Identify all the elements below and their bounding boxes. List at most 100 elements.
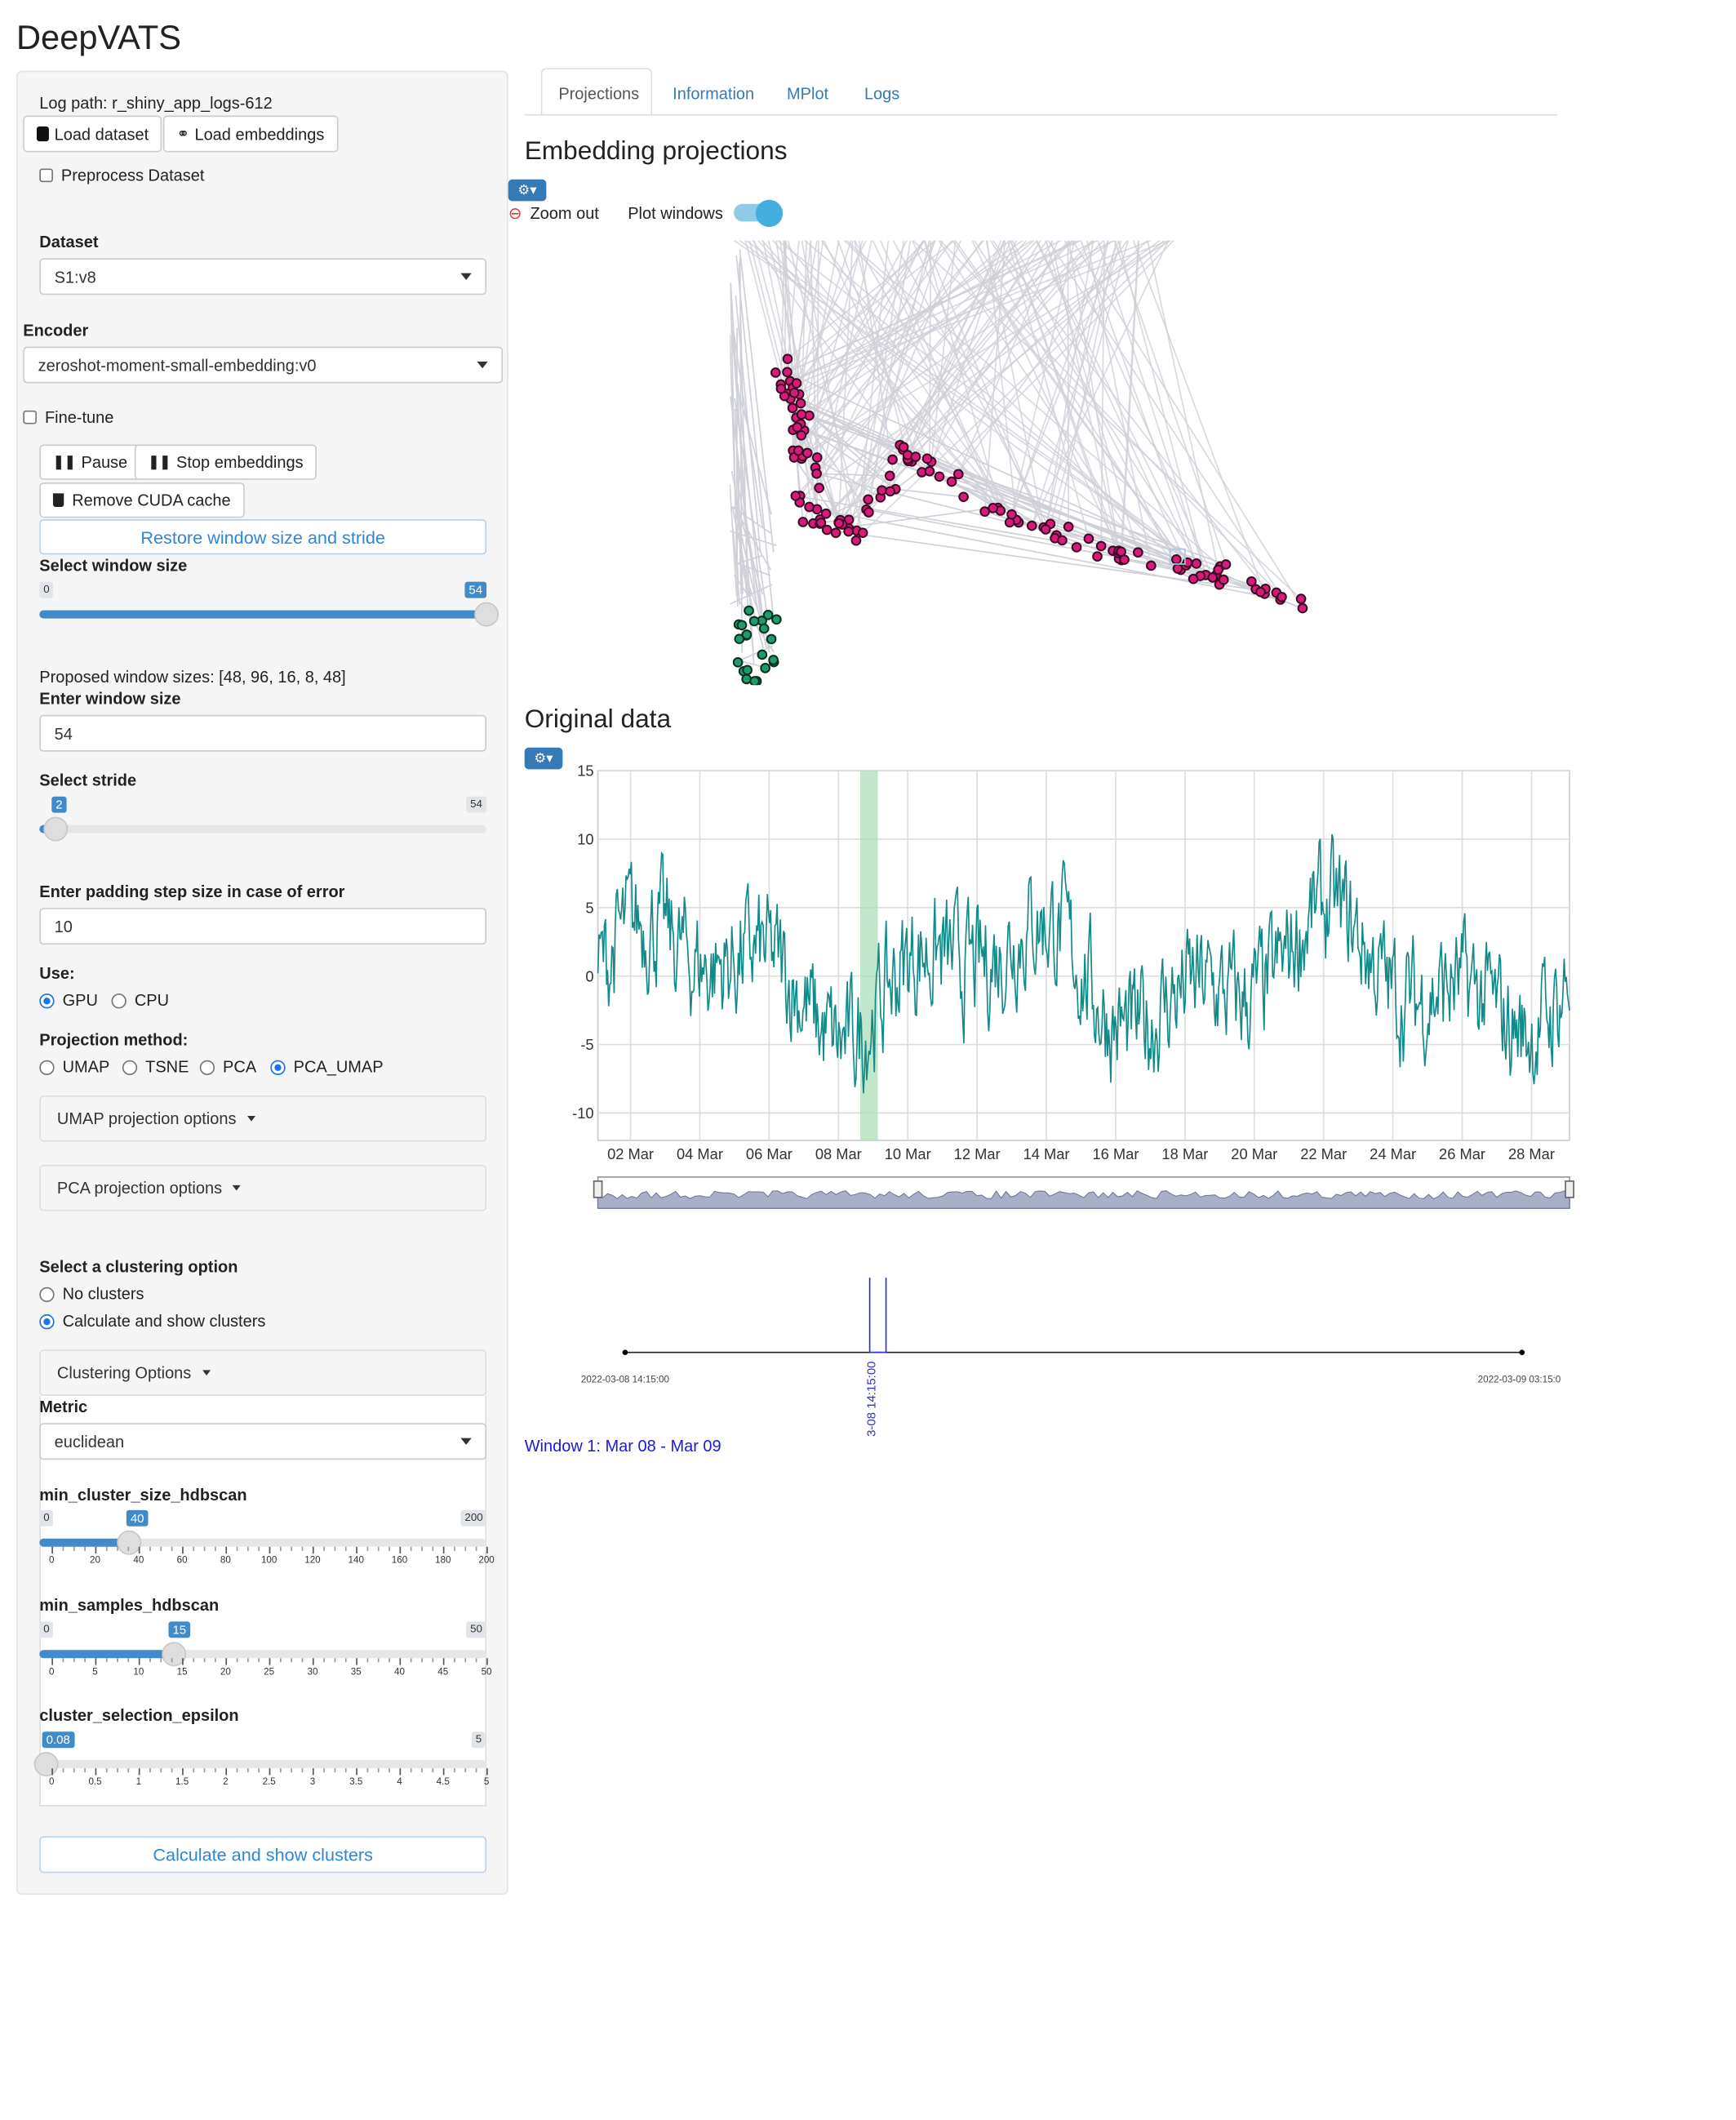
- projection-point: [771, 614, 782, 625]
- dataset-select[interactable]: S1:v8: [39, 258, 487, 296]
- tick-minor: [127, 1658, 130, 1663]
- calculate-clusters-radio[interactable]: Calculate and show clusters: [39, 1312, 265, 1331]
- encoder-select[interactable]: zeroshot-moment-small-embedding:v0: [23, 346, 504, 384]
- tick-label: 30: [307, 1667, 318, 1678]
- tick-minor: [291, 1658, 292, 1663]
- radio[interactable]: [39, 993, 55, 1008]
- projection-point: [749, 676, 760, 686]
- slider-min: 0: [39, 581, 54, 598]
- tab-information[interactable]: Information: [673, 84, 755, 104]
- tab-projections[interactable]: [540, 68, 653, 116]
- tick-mark: [356, 1546, 357, 1554]
- no-clusters-radio[interactable]: No clusters: [39, 1284, 144, 1304]
- y-tick-label: 10: [577, 831, 593, 848]
- radio[interactable]: [39, 1313, 55, 1329]
- x-tick-label: 24 Mar: [1370, 1145, 1416, 1162]
- slider-ticks: 0 5 10 15 20 25 30 35 40 45 50: [18, 1658, 510, 1685]
- slider-handle[interactable]: [161, 1642, 186, 1667]
- padding-input[interactable]: 10: [39, 908, 487, 945]
- tick-minor: [215, 1658, 216, 1663]
- projection-point: [820, 508, 832, 519]
- toggle-knob[interactable]: [755, 199, 784, 228]
- tick-minor: [215, 1768, 216, 1773]
- pause-button[interactable]: ❚❚ Pause: [39, 444, 141, 480]
- finetune-checkbox[interactable]: Fine-tune: [23, 408, 113, 427]
- projection-point: [1040, 524, 1051, 535]
- tick-minor: [334, 1658, 336, 1663]
- gear-icon[interactable]: ⚙▾: [508, 179, 547, 202]
- slider-handle[interactable]: [43, 816, 69, 842]
- plot-windows-toggle[interactable]: [734, 199, 784, 228]
- slider-min: 0: [39, 1509, 54, 1527]
- tick-label: 50: [481, 1667, 492, 1678]
- tick-mark: [486, 1768, 488, 1776]
- connection-line: [902, 240, 1006, 451]
- gear-icon[interactable]: ⚙▾: [524, 747, 563, 770]
- slider-handle[interactable]: [34, 1752, 60, 1777]
- tab-projections-label[interactable]: Projections: [558, 84, 640, 104]
- tick-minor: [475, 1768, 477, 1773]
- projection-pca-radio[interactable]: PCA: [199, 1057, 256, 1077]
- use-gpu-radio[interactable]: GPU: [39, 991, 98, 1010]
- projection-point: [804, 501, 815, 513]
- radio[interactable]: [39, 1286, 55, 1302]
- use-cpu-radio[interactable]: CPU: [111, 991, 169, 1010]
- projection-point: [742, 664, 753, 676]
- projection-point: [757, 649, 768, 660]
- connection-line: [786, 240, 956, 373]
- min-cluster-size-slider[interactable]: [39, 1538, 487, 1547]
- x-tick-label: 06 Mar: [746, 1145, 793, 1162]
- epsilon-slider[interactable]: [39, 1760, 487, 1769]
- connection-line: [730, 505, 773, 535]
- projection-point: [1057, 535, 1068, 546]
- projection-point: [863, 494, 874, 505]
- connection-line: [739, 240, 1182, 571]
- stop-embeddings-button[interactable]: ❚❚ Stop embeddings: [134, 444, 317, 480]
- load-embeddings-button[interactable]: ⚭ Load embeddings: [162, 115, 338, 153]
- connection-line: [986, 240, 1018, 520]
- app-title: DeepVATS: [16, 19, 182, 57]
- radio[interactable]: [270, 1059, 286, 1075]
- projection-umap-radio[interactable]: UMAP: [39, 1057, 109, 1077]
- timeline-start-label: 2022-03-08 14:15:00: [581, 1374, 670, 1384]
- radio[interactable]: [122, 1059, 138, 1075]
- umap-options-panel[interactable]: UMAP projection options: [39, 1095, 487, 1142]
- zoom-out-button[interactable]: ⊖ Zoom out: [508, 203, 599, 224]
- connection-line: [787, 371, 1256, 590]
- metric-select[interactable]: euclidean: [39, 1423, 487, 1460]
- tab-mplot[interactable]: MPlot: [787, 84, 829, 104]
- slider-handle[interactable]: [474, 602, 499, 627]
- projection-tsne-radio[interactable]: TSNE: [122, 1057, 189, 1077]
- log-path: Log path: r_shiny_app_logs-612: [39, 93, 273, 113]
- tick-minor: [73, 1658, 75, 1663]
- tick-mark: [182, 1768, 184, 1776]
- clustering-options-panel[interactable]: Clustering Options: [39, 1349, 487, 1396]
- x-tick-label: 18 Mar: [1161, 1145, 1208, 1162]
- projection-point: [770, 367, 781, 378]
- projection-point: [1220, 559, 1232, 570]
- connection-line: [803, 240, 908, 431]
- checkbox[interactable]: [23, 410, 37, 424]
- window-size-input[interactable]: 54: [39, 714, 487, 752]
- preprocess-checkbox[interactable]: Preprocess Dataset: [39, 166, 204, 184]
- remove-cuda-button[interactable]: Remove CUDA cache: [39, 482, 245, 518]
- tick-minor: [410, 1546, 412, 1551]
- embedding-projection-plot[interactable]: [730, 240, 1314, 686]
- restore-window-button[interactable]: Restore window size and stride: [39, 519, 487, 555]
- tick-minor: [432, 1768, 434, 1773]
- radio[interactable]: [39, 1059, 55, 1075]
- calculate-clusters-button[interactable]: Calculate and show clusters: [39, 1836, 487, 1873]
- pca-options-panel[interactable]: PCA projection options: [39, 1164, 487, 1211]
- load-dataset-button[interactable]: Load dataset: [23, 115, 162, 153]
- radio[interactable]: [199, 1059, 215, 1075]
- navigator-handle-left: [593, 1180, 603, 1198]
- radio[interactable]: [111, 993, 127, 1008]
- epsilon-label: cluster_selection_epsilon: [39, 1705, 239, 1725]
- original-data-chart[interactable]: 15 10 5 0 -5 -10 02 Mar 04 Mar 06 Mar 08 Mar 10 Ma…: [564, 761, 1583, 1223]
- tab-logs[interactable]: Logs: [864, 84, 900, 104]
- stride-slider[interactable]: [39, 824, 487, 833]
- min-samples-slider[interactable]: [39, 1650, 487, 1659]
- projection-pca-umap-radio[interactable]: PCA_UMAP: [270, 1057, 384, 1077]
- connection-line: [992, 240, 1267, 589]
- checkbox[interactable]: [39, 168, 53, 183]
